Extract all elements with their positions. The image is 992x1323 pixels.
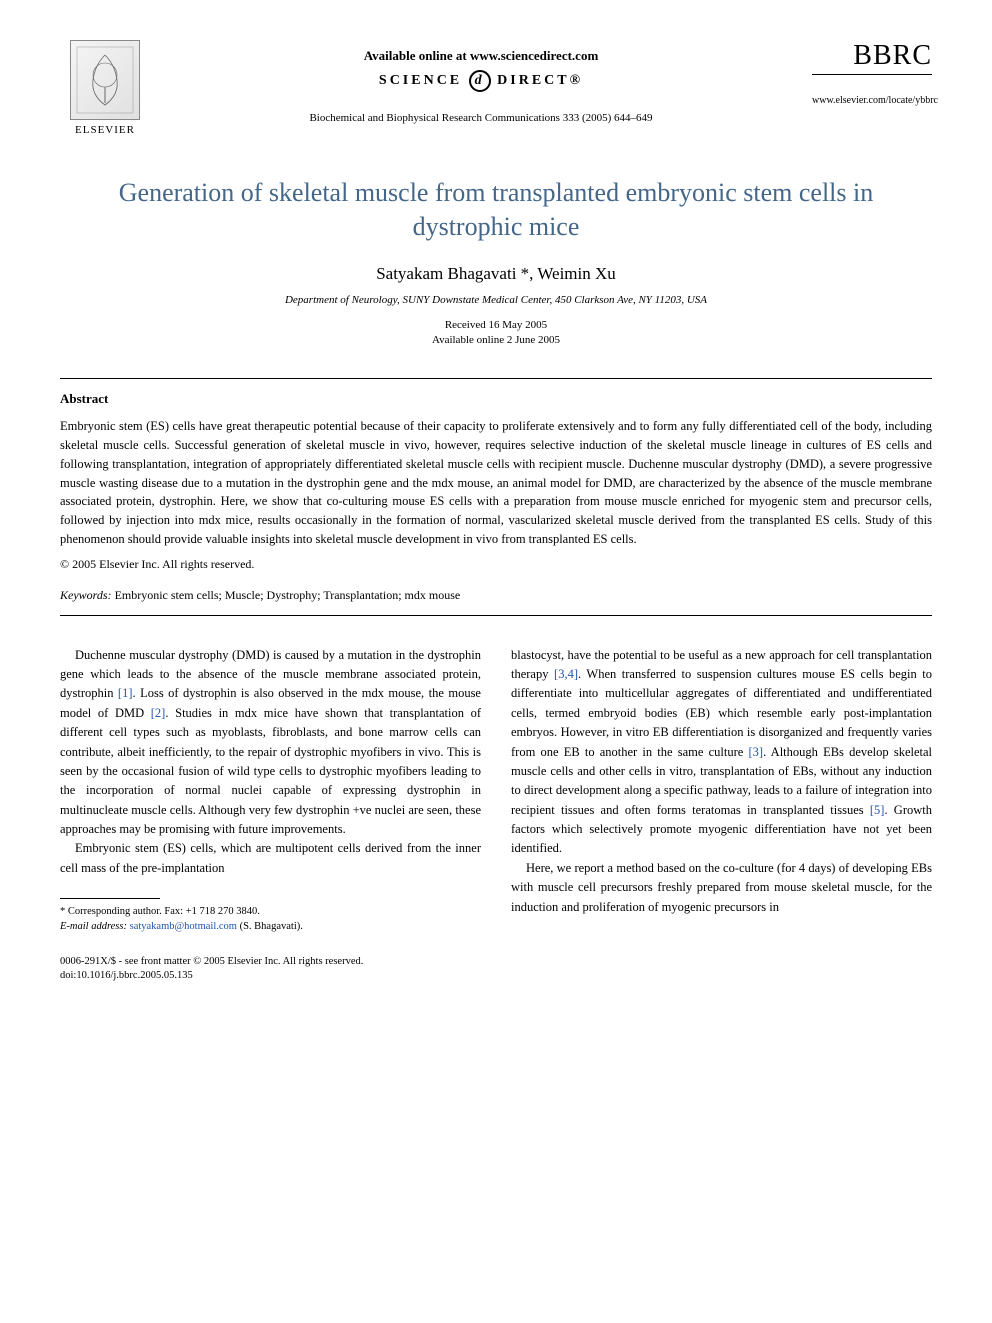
elsevier-publisher-block: ELSEVIER [60,40,150,136]
affiliation: Department of Neurology, SUNY Downstate … [60,294,932,306]
front-matter-info: 0006-291X/$ - see front matter © 2005 El… [60,955,932,984]
citation-link[interactable]: [2] [151,706,166,720]
sciencedirect-logo: SCIENCE d DIRECT® [150,70,812,92]
doi-line: doi:10.1016/j.bbrc.2005.05.135 [60,969,932,984]
corresponding-author-footnote: * Corresponding author. Fax: +1 718 270 … [60,905,481,934]
keywords: Keywords: Embryonic stem cells; Muscle; … [60,588,932,603]
publication-dates: Received 16 May 2005 Available online 2 … [60,318,932,349]
body-text: Duchenne muscular dystrophy (DMD) is cau… [60,646,932,935]
journal-citation: Biochemical and Biophysical Research Com… [150,112,812,124]
citation-link[interactable]: [5] [870,803,885,817]
email-suffix: (S. Bhagavati). [237,921,303,932]
body-paragraph: blastocyst, have the potential to be use… [511,646,932,859]
sd-prefix: SCIENCE [379,73,462,88]
elsevier-label: ELSEVIER [75,124,135,136]
body-paragraph: Duchenne muscular dystrophy (DMD) is cau… [60,646,481,840]
footnote-separator [60,898,160,899]
journal-locate-url: www.elsevier.com/locate/ybbrc [812,95,932,106]
available-online-text: Available online at www.sciencedirect.co… [150,48,812,64]
journal-brand-block: BBRC www.elsevier.com/locate/ybbrc [812,40,932,106]
body-paragraph: Here, we report a method based on the co… [511,859,932,917]
issn-line: 0006-291X/$ - see front matter © 2005 El… [60,955,932,970]
corresponding-author-line: * Corresponding author. Fax: +1 718 270 … [60,905,481,920]
sd-d-icon: d [469,70,491,92]
right-column: blastocyst, have the potential to be use… [511,646,932,935]
email-label: E-mail address: [60,921,127,932]
received-date: Received 16 May 2005 [60,318,932,333]
bbrc-logo: BBRC [812,40,932,75]
abstract-copyright: © 2005 Elsevier Inc. All rights reserved… [60,557,932,572]
divider [60,378,932,379]
header: ELSEVIER Available online at www.science… [60,40,932,136]
elsevier-tree-logo [70,40,140,120]
divider [60,615,932,616]
article-title: Generation of skeletal muscle from trans… [80,176,912,244]
body-paragraph: Embryonic stem (ES) cells, which are mul… [60,839,481,878]
available-online-date: Available online 2 June 2005 [60,333,932,348]
keywords-text: Embryonic stem cells; Muscle; Dystrophy;… [112,588,461,602]
citation-link[interactable]: [3,4] [554,667,578,681]
abstract-heading: Abstract [60,391,932,407]
email-line: E-mail address: satyakamb@hotmail.com (S… [60,920,481,935]
citation-link[interactable]: [1] [118,686,133,700]
sd-suffix: DIRECT® [497,73,583,88]
email-link[interactable]: satyakamb@hotmail.com [130,921,237,932]
keywords-label: Keywords: [60,588,112,602]
center-header: Available online at www.sciencedirect.co… [150,40,812,124]
abstract-text: Embryonic stem (ES) cells have great the… [60,417,932,548]
citation-link[interactable]: [3] [748,745,763,759]
left-column: Duchenne muscular dystrophy (DMD) is cau… [60,646,481,935]
authors: Satyakam Bhagavati *, Weimin Xu [60,264,932,284]
